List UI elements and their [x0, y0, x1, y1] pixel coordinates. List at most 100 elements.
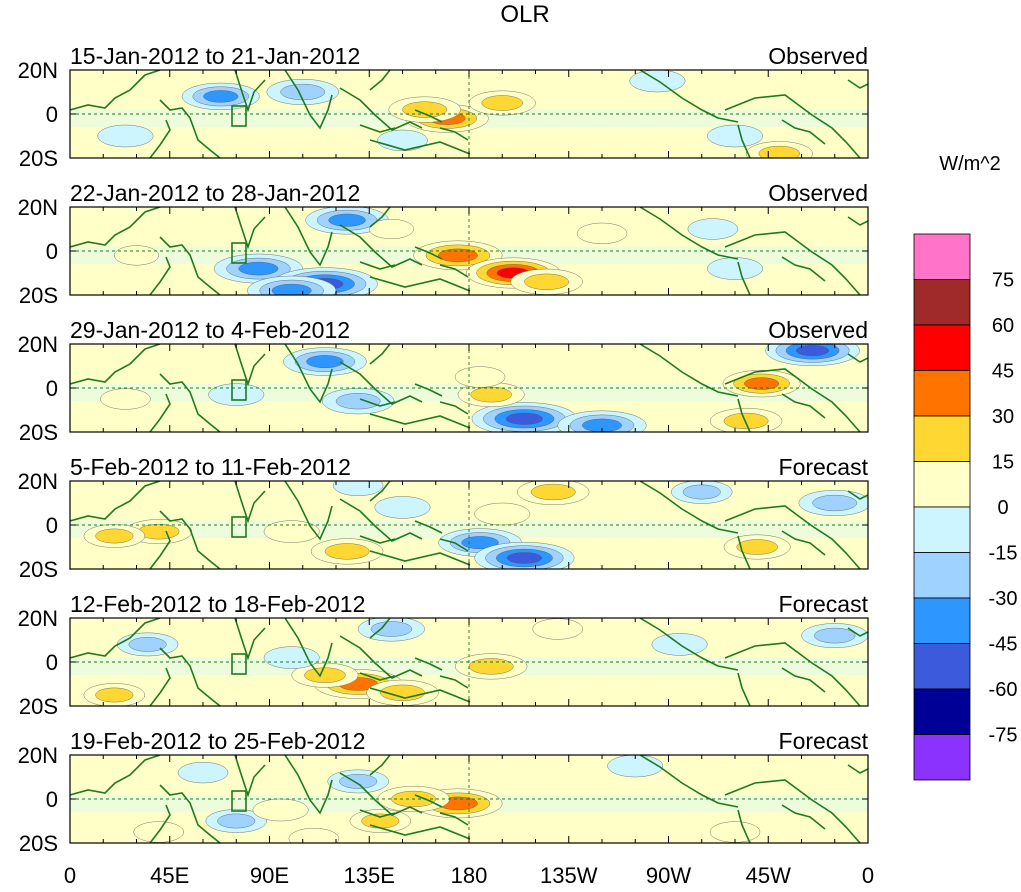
legend-label: 60: [992, 315, 1014, 337]
legend-label: -60: [989, 679, 1018, 701]
anomaly-blob: [801, 623, 868, 648]
region-box: [231, 653, 247, 675]
region-box: [231, 790, 247, 812]
legend-swatch: [913, 552, 971, 599]
anomaly-blob: [327, 769, 389, 794]
x-tick-label: 0: [862, 863, 874, 887]
contour-level: [306, 355, 344, 369]
coastline: [724, 779, 861, 843]
contour-level: [707, 124, 763, 148]
coastline: [847, 764, 868, 774]
legend-label: 45: [992, 361, 1014, 383]
coastline: [724, 231, 861, 295]
legend-label: 75: [992, 270, 1014, 292]
anomaly-blob: [722, 369, 801, 398]
x-tick-label: 0: [64, 863, 76, 887]
coastline: [414, 109, 443, 123]
contour-level: [332, 481, 384, 496]
y-tick-label: 20N: [18, 58, 58, 83]
anomaly-blob: [745, 141, 813, 158]
panel-status: Observed: [768, 43, 868, 69]
coastline: [369, 824, 471, 840]
contour-level: [368, 218, 414, 240]
anomaly-blob: [368, 218, 414, 240]
coastlines: [70, 344, 868, 432]
contour-level: [438, 248, 478, 263]
coastline: [339, 772, 423, 816]
contour-level: [177, 762, 229, 784]
coastline: [70, 207, 161, 248]
contour-level: [744, 377, 780, 390]
legend-swatch: [913, 506, 971, 553]
anomaly-blob: [671, 481, 733, 504]
region-box: [231, 242, 247, 264]
coastline: [234, 70, 266, 113]
contour-level: [361, 813, 400, 829]
anomaly-blob: [471, 402, 578, 432]
x-tick-label: 135E: [344, 863, 395, 887]
anomaly-blob: [181, 82, 260, 110]
coastline: [284, 755, 333, 815]
coastline: [159, 784, 221, 843]
anomaly-blob: [205, 809, 267, 833]
y-tick-label: 20N: [18, 743, 58, 768]
coastline: [781, 667, 826, 693]
legend-swatch: [913, 279, 971, 326]
legend-swatch: [913, 415, 971, 462]
y-tick-label: 0: [46, 513, 58, 538]
coastline: [414, 657, 443, 671]
coastlines: [70, 618, 868, 706]
coastline: [781, 119, 826, 145]
anomaly-blob: [707, 257, 763, 280]
y-tick-label: 20N: [18, 606, 58, 631]
coastline: [414, 246, 443, 260]
coastline: [234, 618, 266, 661]
coastline: [149, 804, 171, 843]
chart-title: OLR: [500, 1, 549, 28]
coastline: [414, 383, 443, 397]
panel-period: 22-Jan-2012 to 28-Jan-2012: [70, 180, 360, 206]
panel-period: 15-Jan-2012 to 21-Jan-2012: [70, 43, 360, 69]
anomaly-blob: [83, 683, 146, 706]
region-box: [231, 516, 247, 538]
panel-period: 29-Jan-2012 to 4-Feb-2012: [70, 317, 350, 343]
coastline: [439, 127, 469, 141]
coastline: [369, 687, 471, 703]
contour-level: [128, 637, 167, 652]
x-tick-label: 90W: [646, 863, 691, 887]
panel-status: Forecast: [779, 454, 869, 480]
contour-level: [328, 213, 366, 227]
coastline: [70, 70, 161, 111]
legend-swatch: [913, 688, 971, 735]
anomaly-blob: [357, 618, 425, 642]
anomaly-blob: [687, 218, 739, 240]
coastline: [70, 344, 161, 385]
anomaly-blob: [366, 679, 439, 706]
anomaly-blob: [283, 347, 367, 376]
coastlines: [70, 481, 868, 569]
coastlines: [70, 755, 868, 843]
contour-level: [402, 101, 448, 118]
coastline: [359, 535, 396, 544]
coastline: [439, 264, 469, 278]
anomaly-blob: [474, 502, 531, 526]
anomaly-blob: [83, 524, 146, 548]
contour-level: [707, 257, 763, 280]
y-tick-label: 0: [46, 787, 58, 812]
panel-period: 19-Feb-2012 to 25-Feb-2012: [70, 728, 365, 754]
coastline: [737, 535, 751, 569]
coastline: [284, 481, 333, 541]
contour-level: [470, 386, 512, 403]
anomaly-blob: [310, 538, 384, 565]
coastline: [369, 550, 471, 566]
contour-level: [203, 90, 239, 103]
coastline: [439, 538, 469, 552]
coastline: [639, 344, 739, 397]
y-tick-label: 0: [46, 239, 58, 264]
coastline: [639, 207, 739, 260]
coastline: [737, 809, 751, 843]
anomaly-blob: [454, 366, 506, 388]
contour-level: [454, 366, 506, 388]
x-tick-label: 180: [451, 863, 488, 887]
coastline: [339, 498, 423, 542]
